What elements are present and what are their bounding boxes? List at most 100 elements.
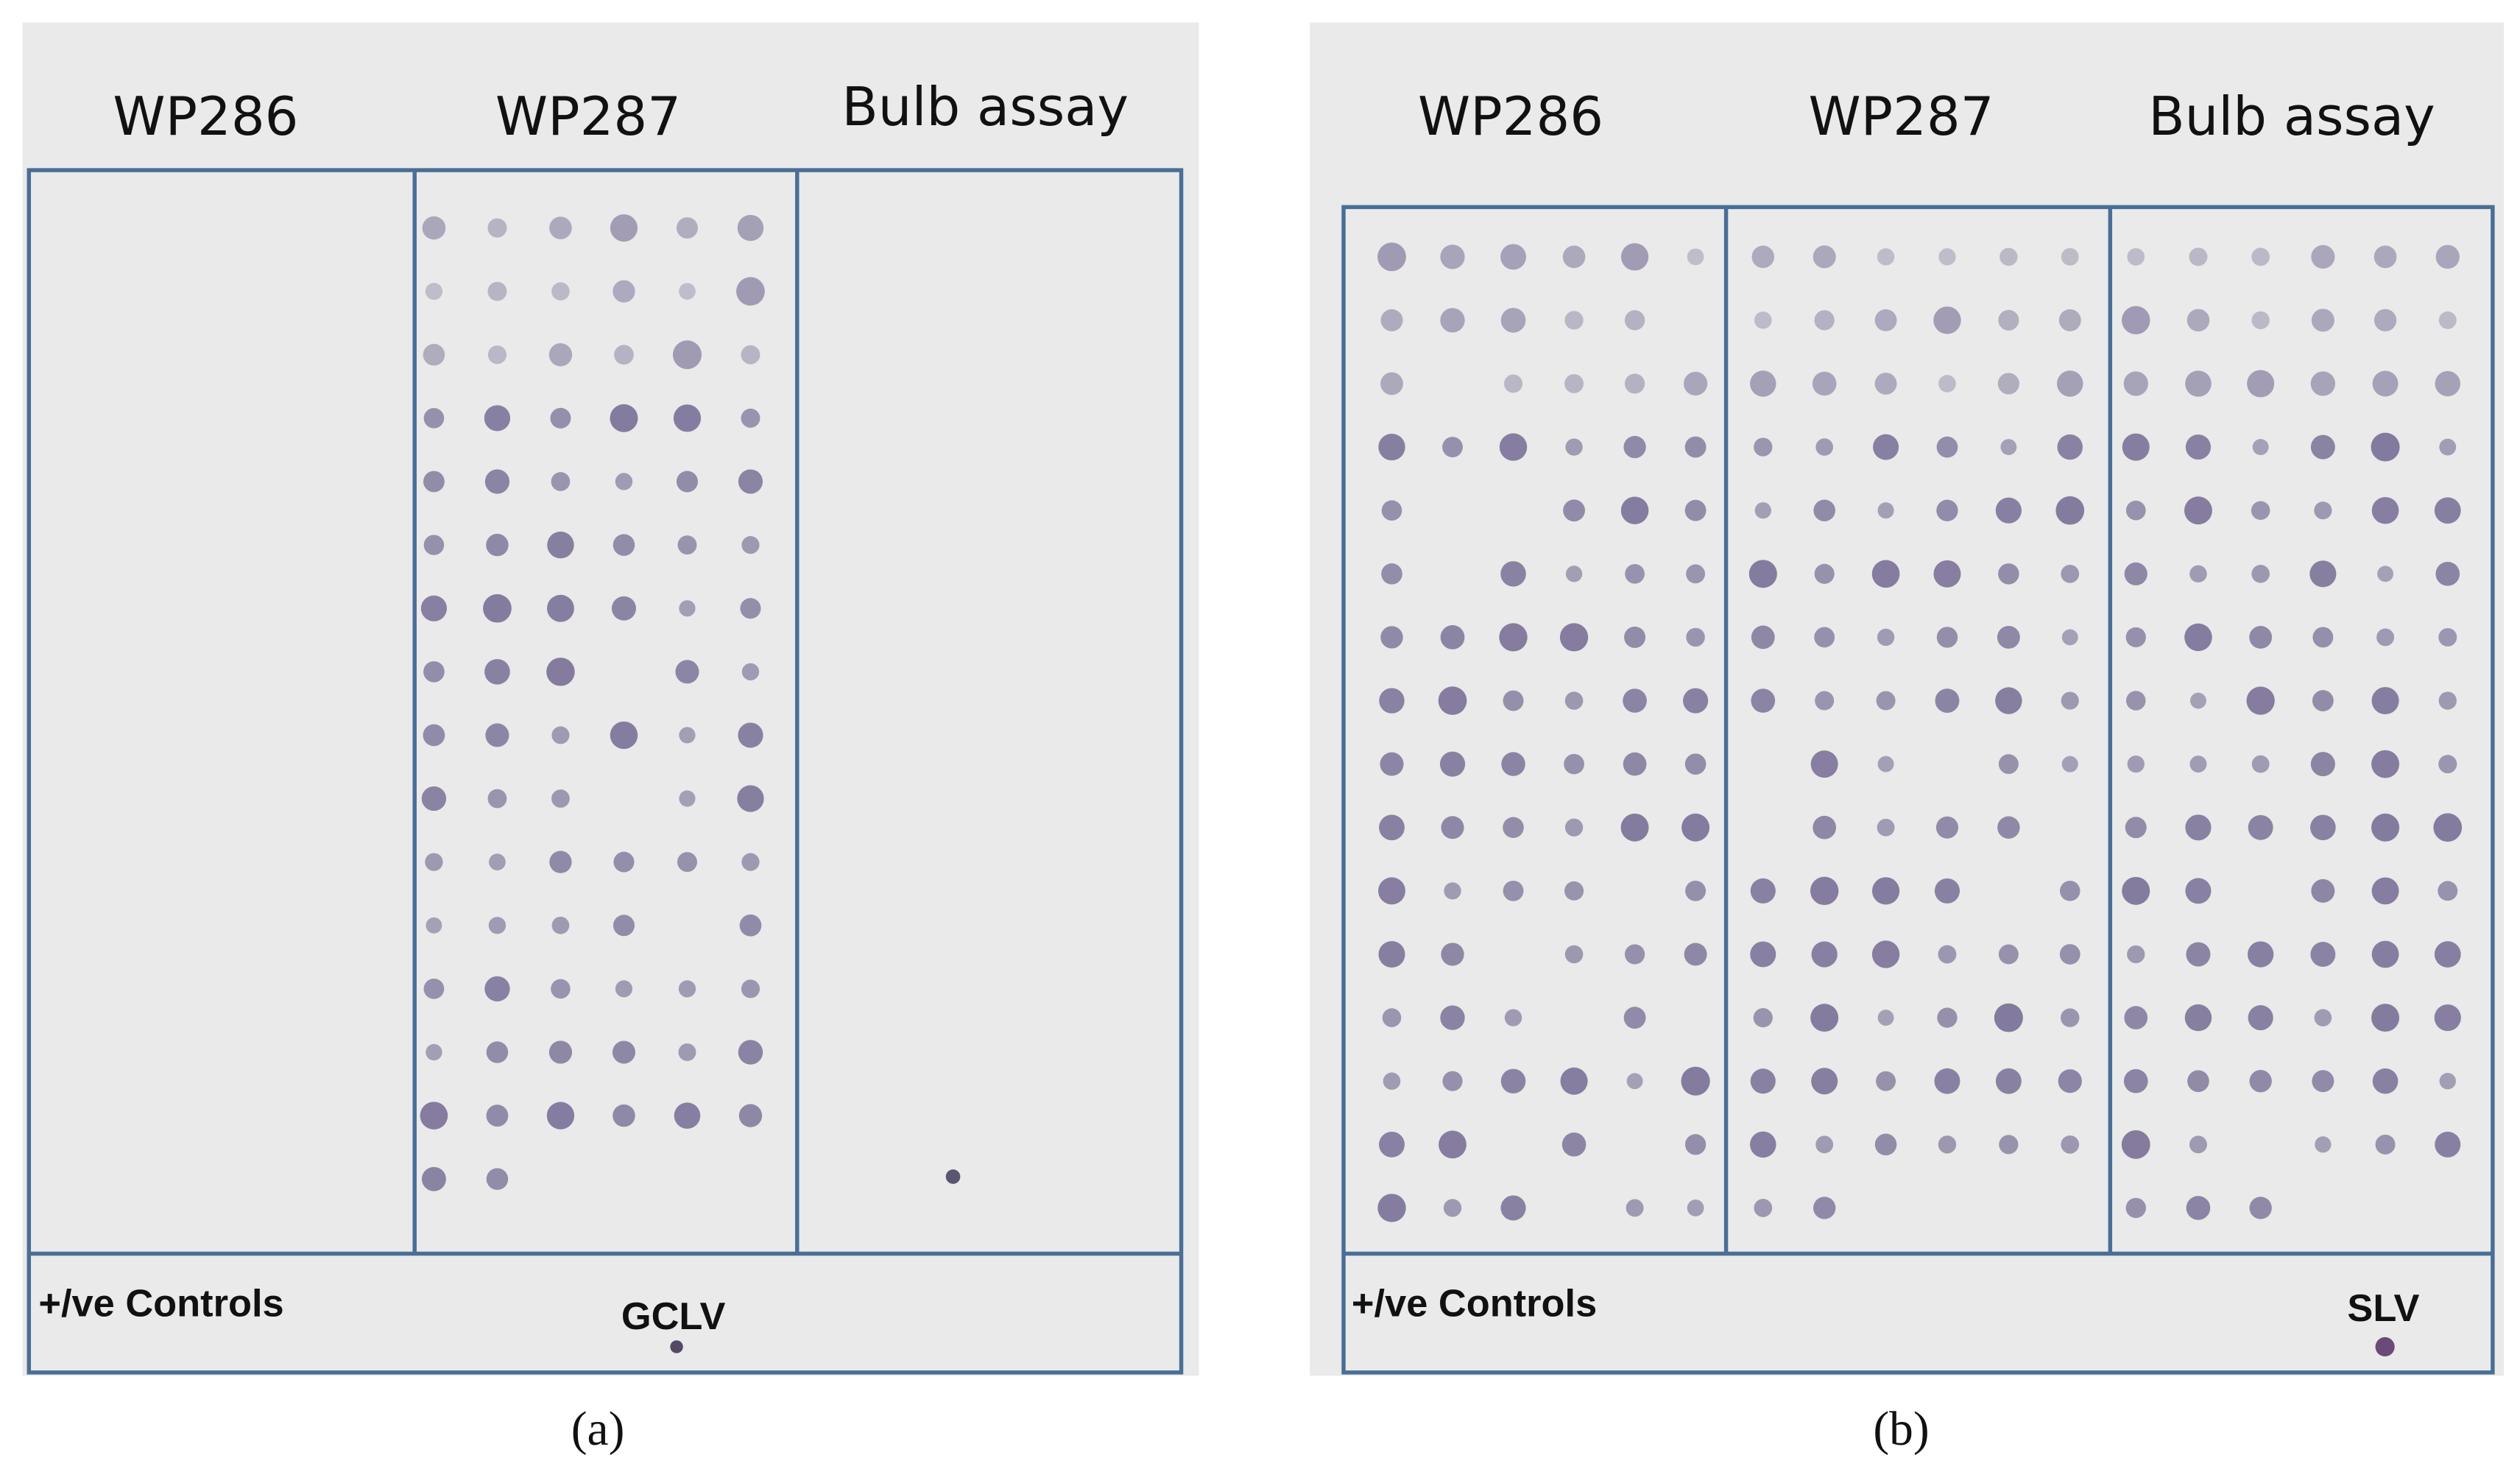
spot: [486, 1105, 509, 1127]
spot: [1625, 563, 1645, 584]
spot: [546, 1102, 575, 1130]
blot-frame: [27, 168, 1184, 1375]
spot: [1754, 311, 1772, 329]
spot: [1564, 881, 1584, 901]
spot: [2311, 309, 2334, 332]
spot: [423, 535, 445, 555]
spot: [2122, 876, 2150, 905]
spot: [613, 280, 635, 303]
spot: [1810, 750, 1838, 778]
spot: [2375, 1134, 2396, 1155]
spot: [1620, 243, 1649, 271]
spot: [1503, 690, 1524, 711]
spot: [1937, 1007, 1958, 1028]
spot: [486, 533, 509, 557]
spot: [2438, 691, 2457, 710]
spot: [2310, 371, 2336, 396]
spot: [551, 979, 571, 999]
spot: [1874, 373, 1897, 395]
spot: [736, 277, 765, 306]
spot: [2248, 1005, 2273, 1031]
spot: [2185, 878, 2212, 904]
spot: [549, 216, 572, 239]
spot: [1749, 1131, 1776, 1158]
spot: [2435, 244, 2460, 269]
spot: [614, 345, 634, 365]
spot: [741, 853, 760, 871]
control-dot: [670, 1340, 683, 1353]
spot: [1748, 560, 1777, 588]
spot: [423, 978, 445, 999]
spot: [1813, 815, 1837, 839]
spot: [2061, 247, 2079, 266]
spot: [2438, 627, 2457, 647]
spot: [1877, 248, 1895, 266]
spot: [1624, 944, 1645, 965]
spot: [1934, 878, 1960, 904]
spot: [2186, 1196, 2211, 1220]
spot: [741, 408, 760, 428]
column-header: WP286: [1418, 85, 1603, 147]
spot: [1876, 691, 1896, 711]
spot: [1995, 687, 2022, 714]
spot: [679, 600, 696, 617]
spot: [1379, 688, 1405, 714]
spot: [678, 980, 696, 998]
controls-label: +/ve Controls: [38, 1283, 283, 1325]
spot: [1998, 944, 2019, 965]
spot: [1687, 248, 1704, 266]
spot: [2000, 247, 2018, 266]
spot: [2433, 813, 2463, 842]
spot: [2187, 309, 2210, 332]
spot: [1684, 943, 1707, 966]
spot: [420, 595, 448, 621]
spot: [1377, 242, 1406, 272]
spot: [1377, 1194, 1406, 1222]
spot: [1813, 1197, 1836, 1219]
spot: [1874, 1133, 1897, 1156]
spot: [2189, 565, 2207, 583]
virus-label: SLV: [2347, 1287, 2419, 1330]
spot: [1998, 563, 2019, 585]
spot: [1935, 689, 1960, 713]
spot: [738, 469, 763, 494]
spot: [2372, 370, 2399, 397]
spot: [551, 789, 570, 808]
spot: [1439, 751, 1466, 777]
spot: [2124, 562, 2147, 585]
spot: [1751, 689, 1776, 713]
spot: [1750, 370, 1776, 397]
spot: [2061, 1135, 2080, 1154]
spot: [737, 214, 764, 242]
spot: [1383, 1072, 1401, 1090]
spot: [1560, 1067, 1588, 1095]
spot: [1938, 248, 1956, 266]
stray-dot: [945, 1169, 961, 1184]
spot: [1814, 310, 1835, 331]
controls-label: +/ve Controls: [1352, 1283, 1597, 1325]
spot: [547, 531, 574, 559]
spot: [679, 727, 696, 744]
spot: [423, 724, 445, 747]
spot: [2061, 691, 2079, 710]
spot: [1500, 308, 1526, 333]
spot: [2371, 1004, 2400, 1032]
spot: [741, 536, 760, 554]
spot: [1562, 245, 1586, 269]
membrane-photo: [22, 22, 1199, 1376]
spot: [1501, 752, 1525, 776]
spot: [547, 594, 574, 622]
spot: [1440, 244, 1465, 270]
spot: [613, 851, 635, 873]
spot: [486, 1168, 509, 1190]
spot: [1620, 813, 1649, 842]
spot: [2252, 439, 2269, 456]
spot: [2371, 877, 2399, 905]
spot: [484, 405, 511, 432]
spot: [2125, 1197, 2146, 1219]
spot: [613, 915, 635, 937]
spot: [1938, 1135, 1957, 1154]
spot: [2057, 370, 2083, 397]
spot: [1686, 627, 1705, 647]
